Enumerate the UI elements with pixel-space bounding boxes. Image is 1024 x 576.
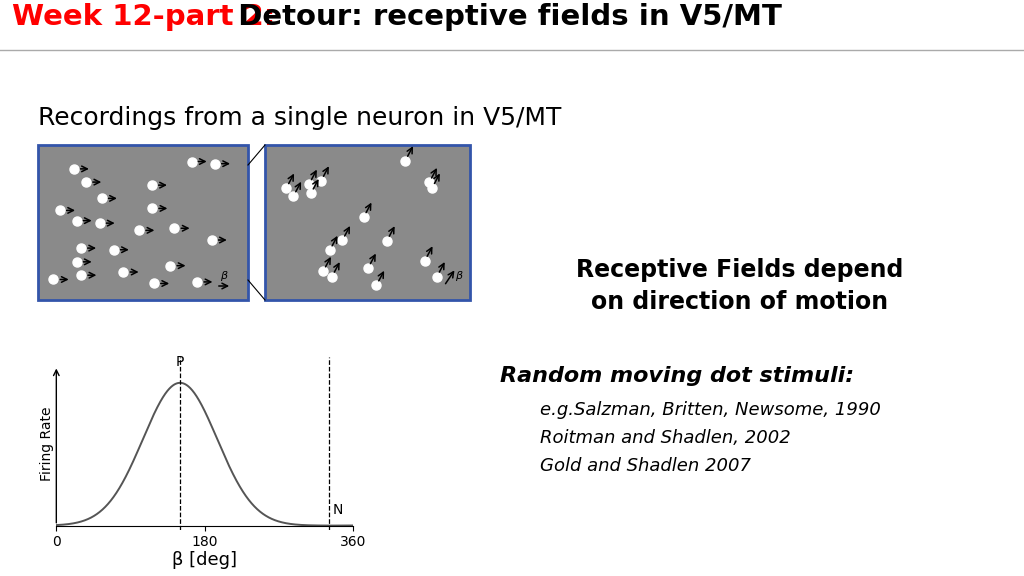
Bar (265, 145, 470, 300)
Text: Detour: receptive fields in V5/MT: Detour: receptive fields in V5/MT (218, 3, 782, 31)
Y-axis label: Firing Rate: Firing Rate (40, 406, 53, 481)
Text: Roitman and Shadlen, 2002: Roitman and Shadlen, 2002 (540, 429, 791, 447)
Text: Receptive Fields depend
on direction of motion: Receptive Fields depend on direction of … (577, 258, 903, 314)
Text: P: P (176, 355, 184, 369)
Text: $\beta$: $\beta$ (220, 269, 228, 283)
Text: N: N (333, 503, 343, 517)
Text: Week 12-part 2:: Week 12-part 2: (12, 3, 275, 31)
Text: $\beta$: $\beta$ (455, 269, 464, 283)
Text: e.g.Salzman, Britten, Newsome, 1990: e.g.Salzman, Britten, Newsome, 1990 (540, 401, 881, 419)
X-axis label: β [deg]: β [deg] (172, 551, 238, 569)
Text: Gold and Shadlen 2007: Gold and Shadlen 2007 (540, 457, 751, 475)
Text: Random moving dot stimuli:: Random moving dot stimuli: (500, 366, 854, 386)
Bar (38, 145, 248, 300)
Text: Recordings from a single neuron in V5/MT: Recordings from a single neuron in V5/MT (38, 106, 561, 130)
